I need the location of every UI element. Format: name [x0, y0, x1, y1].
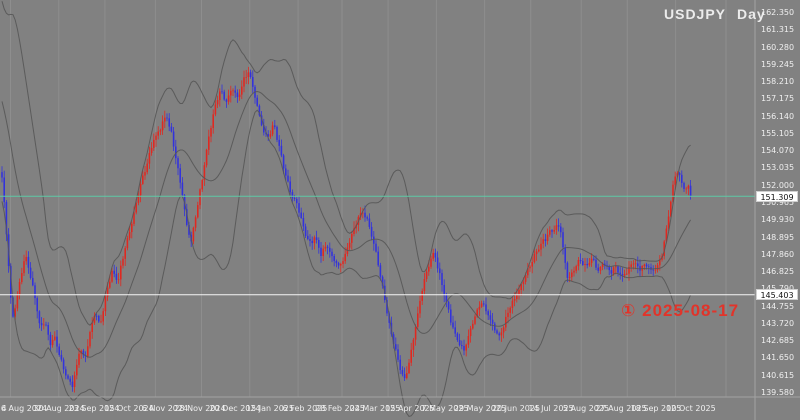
grid-lines [10, 0, 727, 397]
price-axis-label: 145.790 [761, 284, 794, 293]
price-axis[interactable]: 162.350 161.315 160.280 159.245 158.210 157.1… [755, 0, 800, 420]
time-axis-label: 27 Aug 2025 [595, 404, 647, 413]
time-axis-label: 23 Sep 2024 [68, 404, 120, 413]
price-axis-label: 150.965 [761, 198, 794, 207]
price-axis-label: 144.755 [761, 301, 795, 311]
lower-band [1, 109, 692, 418]
time-axis-label: 30 Aug 2024 [33, 404, 85, 413]
time-axis-label: 6 Nov 2024 [141, 404, 189, 413]
price-axis-label: 147.860 [761, 249, 795, 259]
price-axis-label: 159.245 [761, 59, 795, 69]
price-axis-label: 161.315 [761, 25, 795, 35]
price-axis-label: 158.210 [761, 77, 795, 87]
price-axis-label: 146.825 [761, 267, 795, 277]
time-axis-label: 20 Dec 2024 [209, 404, 261, 413]
price-axis-label: 141.650 [761, 353, 795, 363]
time-axis-label: 15 Oct 2024 [104, 404, 154, 413]
price-axis-label: 142.685 [761, 336, 795, 346]
price-axis-label: 139.580 [761, 387, 795, 397]
price-axis-label: 160.280 [761, 42, 795, 52]
time-axis-label: 6 Feb 2025 [282, 404, 328, 413]
price-axis-label: 140.615 [761, 370, 795, 380]
current-price-tag: 151.309 [756, 190, 798, 202]
chart-horizontal-lines[interactable] [0, 195, 755, 296]
time-axis-label: 14 Jul 2025 [528, 404, 574, 413]
hline-price-tag: 145.403 [756, 289, 798, 301]
price-axis-label: 148.895 [761, 232, 795, 242]
time-axis-label: 15 Apr 2025 [385, 404, 435, 413]
time-axis-label: 28 Nov 2024 [174, 404, 226, 413]
time-axis-label: 28 Feb 2025 [315, 404, 365, 413]
chart-title: USDJPY Day [664, 6, 766, 22]
chart-title-symbol: USDJPY [664, 6, 727, 22]
price-axis-label: 143.720 [761, 318, 795, 328]
time-axis-label: 18 Sep 2025 [630, 404, 682, 413]
time-axis-label: 10 Oct 2025 [666, 404, 716, 413]
upper-band [1, 1, 691, 326]
price-axis-label: 149.930 [761, 215, 795, 225]
time-axis-label: 6 Aug 2024 [0, 404, 48, 413]
time-axis-label: 20 Jun 2025 [491, 404, 541, 413]
time-axis-label: 5 Aug 2025 [562, 404, 610, 413]
price-axis-label: 155.105 [761, 128, 795, 138]
price-axis-label: 153.035 [761, 163, 795, 173]
time-axis-label: 4 [1, 404, 7, 413]
price-axis-label: 156.140 [761, 111, 795, 121]
price-axis-label: 162.350 [761, 8, 795, 17]
chart-title-period: Day [737, 6, 766, 22]
price-axis-label: 157.175 [761, 94, 795, 104]
middle-band [1, 91, 692, 358]
time-axis-label: 7 May 2025 [421, 404, 469, 413]
bollinger-bands [1, 1, 692, 418]
time-axis-label: 24 Mar 2025 [349, 404, 401, 413]
annotation-text-object[interactable]: ① 2025-08-17 [621, 301, 740, 320]
time-axis-label: 29 May 2025 [453, 404, 507, 413]
price-axis-label: 152.000 [761, 180, 795, 190]
time-axis-label: 15 Jan 2025 [246, 404, 294, 413]
price-axis-label: 154.070 [761, 146, 795, 156]
